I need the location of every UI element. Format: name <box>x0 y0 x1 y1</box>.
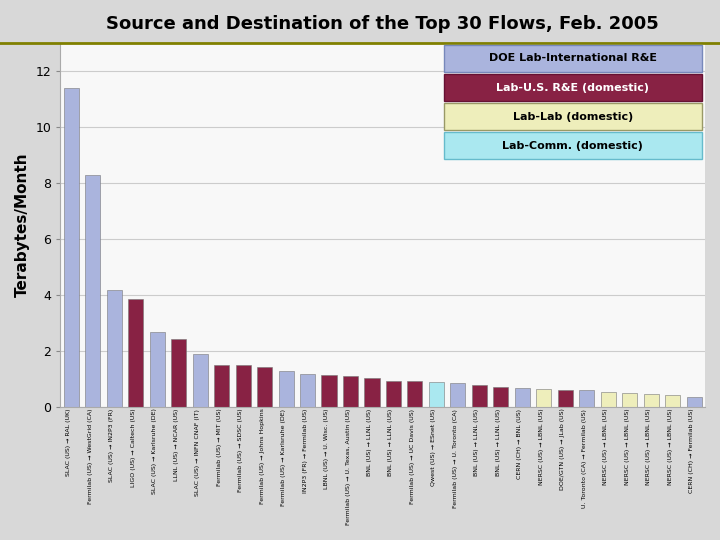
Text: DOE Lab-International R&E: DOE Lab-International R&E <box>489 53 657 63</box>
Bar <box>493 387 508 407</box>
Bar <box>214 365 229 407</box>
Bar <box>343 376 358 407</box>
Bar <box>128 299 143 407</box>
Bar <box>451 383 465 407</box>
Bar <box>171 339 186 407</box>
Bar <box>63 87 78 407</box>
FancyBboxPatch shape <box>444 74 702 101</box>
Bar <box>300 374 315 407</box>
Bar <box>322 375 336 407</box>
Bar <box>644 394 659 407</box>
Bar <box>279 371 294 407</box>
Bar <box>600 392 616 407</box>
Bar <box>150 332 165 407</box>
Bar <box>386 381 401 407</box>
Bar <box>235 365 251 407</box>
Title: Source and Destination of the Top 30 Flows, Feb. 2005: Source and Destination of the Top 30 Flo… <box>107 15 659 33</box>
Bar <box>515 388 530 407</box>
Text: Lab-Comm. (domestic): Lab-Comm. (domestic) <box>503 141 643 151</box>
Y-axis label: Terabytes/Month: Terabytes/Month <box>15 153 30 298</box>
Bar <box>429 382 444 407</box>
Bar <box>364 378 379 407</box>
Bar <box>622 393 637 407</box>
Bar <box>580 390 594 407</box>
Bar <box>536 389 552 407</box>
Bar <box>192 354 207 407</box>
Bar <box>687 396 702 407</box>
Text: Lab-U.S. R&E (domestic): Lab-U.S. R&E (domestic) <box>496 83 649 92</box>
Text: Lab-Lab (domestic): Lab-Lab (domestic) <box>513 112 633 122</box>
Bar <box>107 289 122 407</box>
Bar <box>558 390 573 407</box>
Bar <box>257 367 272 407</box>
Bar <box>408 381 423 407</box>
Bar <box>85 174 100 407</box>
Bar <box>665 395 680 407</box>
FancyBboxPatch shape <box>444 132 702 159</box>
FancyBboxPatch shape <box>444 103 702 130</box>
Bar <box>472 386 487 407</box>
FancyBboxPatch shape <box>444 45 702 72</box>
